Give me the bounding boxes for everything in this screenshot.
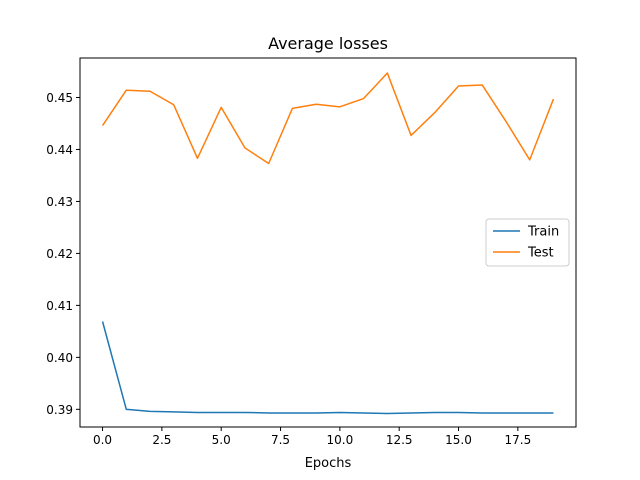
x-axis: 0.0 2.5 5.0 7.5 10.0 12.5 15.0 17.5 xyxy=(93,427,531,447)
x-tick-label: 5.0 xyxy=(212,433,231,447)
x-tick-label: 15.0 xyxy=(445,433,472,447)
y-tick-label: 0.45 xyxy=(46,91,73,105)
y-axis: 0.39 0.40 0.41 0.42 0.43 0.44 0.45 xyxy=(46,91,80,417)
legend: Train Test xyxy=(485,218,570,267)
plot-frame xyxy=(79,57,577,428)
legend-label-test: Test xyxy=(527,246,554,261)
x-tick-label: 2.5 xyxy=(152,433,171,447)
legend-label-train: Train xyxy=(527,225,559,240)
x-tick-label: 0.0 xyxy=(93,433,112,447)
y-tick-label: 0.42 xyxy=(46,247,73,261)
chart-title: Average losses xyxy=(268,34,388,53)
y-tick-label: 0.39 xyxy=(46,403,73,417)
x-tick-label: 17.5 xyxy=(504,433,531,447)
x-axis-label: Epochs xyxy=(305,456,352,471)
x-tick-label: 10.0 xyxy=(327,433,354,447)
series-line-test xyxy=(101,72,555,165)
plot-lines xyxy=(101,72,555,415)
x-tick-label: 12.5 xyxy=(386,433,413,447)
y-tick-label: 0.43 xyxy=(46,195,73,209)
y-tick-label: 0.40 xyxy=(46,351,73,365)
y-tick-label: 0.44 xyxy=(46,143,73,157)
y-tick-label: 0.41 xyxy=(46,299,73,313)
x-tick-label: 7.5 xyxy=(271,433,290,447)
series-line-train xyxy=(101,321,554,415)
